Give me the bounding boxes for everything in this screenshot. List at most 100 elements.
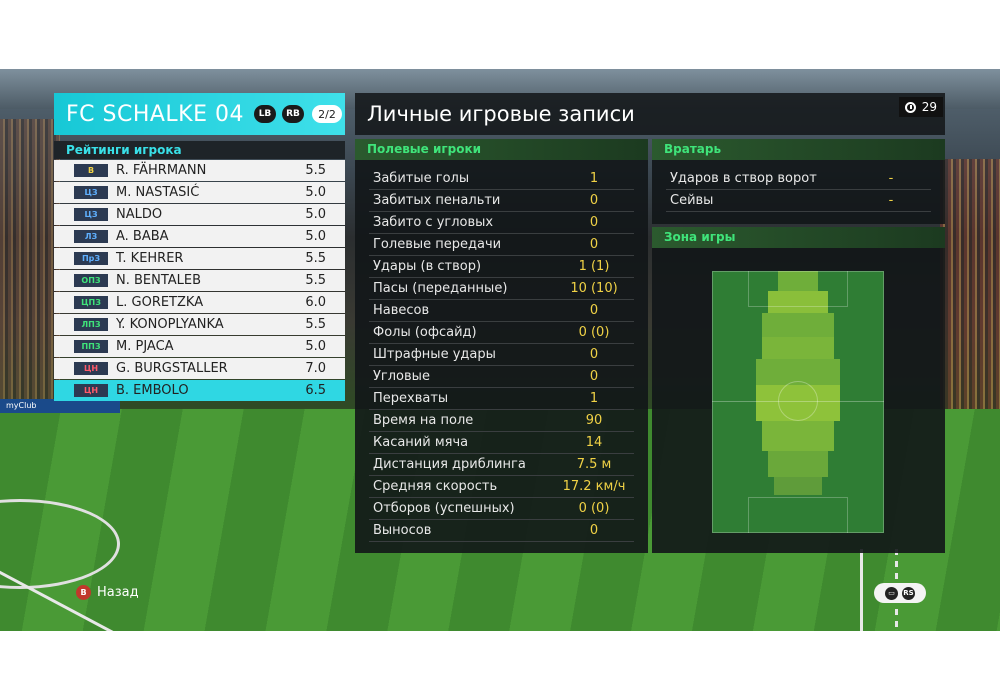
field-players-section: Полевые игроки Забитые голы 1 Забитых пена…	[355, 139, 648, 553]
stat-label: Удары (в створ)	[373, 259, 482, 274]
stat-row: Перехваты 1	[369, 388, 634, 410]
stat-value: 0	[589, 347, 599, 362]
player-rating: 5.5	[305, 273, 326, 288]
rb-button[interactable]: RB	[282, 105, 304, 123]
player-list: В R. FÄHRMANN 5.5 ЦЗ M. NASTASIĆ 5.0 ЦЗ NALDO 5.…	[54, 160, 345, 402]
back-hint[interactable]: B Назад	[76, 585, 139, 600]
controls-hint[interactable]: ▭ RS	[874, 583, 926, 603]
stat-value: -	[888, 171, 894, 186]
heat-cell	[762, 421, 834, 451]
stat-row: Время на поле 90	[369, 410, 634, 432]
stat-row: Забито с угловых 0	[369, 212, 634, 234]
pitch-line	[860, 549, 863, 631]
player-rating: 5.5	[305, 163, 326, 178]
player-row[interactable]: ППЗ M. PJACA 5.0	[54, 336, 345, 357]
player-rating: 5.5	[305, 317, 326, 332]
stat-row: Фолы (офсайд) 0 (0)	[369, 322, 634, 344]
crowd-right	[940, 159, 1000, 439]
chat-icon: ▭	[885, 586, 898, 600]
position-badge: ЛЗ	[74, 230, 108, 243]
player-name: T. KEHRER	[116, 251, 184, 266]
stat-row: Пасы (переданные) 10 (10)	[369, 278, 634, 300]
team-header: FC SCHALKE 04 LB RB 2/2	[54, 93, 345, 135]
stat-value: 0	[589, 523, 599, 538]
position-badge: ЦН	[74, 362, 108, 375]
stat-value: 0	[589, 369, 599, 384]
player-row[interactable]: ЦЗ M. NASTASIĆ 5.0	[54, 182, 345, 203]
stat-row: Сейвы -	[666, 190, 931, 212]
player-row[interactable]: В R. FÄHRMANN 5.5	[54, 160, 345, 181]
stat-row: Угловые 0	[369, 366, 634, 388]
heat-cell	[762, 337, 834, 359]
stat-label: Перехваты	[373, 391, 449, 406]
stat-row: Касаний мяча 14	[369, 432, 634, 454]
player-row[interactable]: ЦПЗ L. GORETZKA 6.0	[54, 292, 345, 313]
timer: 29	[898, 97, 943, 117]
position-badge: ЦЗ	[74, 208, 108, 221]
heat-cell	[768, 451, 828, 477]
position-badge: ОПЗ	[74, 274, 108, 287]
goalkeeper-header: Вратарь	[652, 139, 945, 160]
player-row[interactable]: ЦН G. BURGSTALLER 7.0	[54, 358, 345, 379]
stat-value: 0	[589, 215, 599, 230]
goalkeeper-section: Вратарь Ударов в створ ворот - Сейвы -	[652, 139, 945, 224]
crowd-left	[0, 119, 60, 419]
player-row[interactable]: ЦЗ NALDO 5.0	[54, 204, 345, 225]
player-row[interactable]: ПрЗ T. KEHRER 5.5	[54, 248, 345, 269]
stat-value: 7.5 м	[576, 457, 612, 472]
player-name: A. BABA	[116, 229, 169, 244]
back-label: Назад	[97, 585, 139, 600]
player-name: R. FÄHRMANN	[116, 163, 207, 178]
zone-header: Зона игры	[652, 227, 945, 248]
player-row[interactable]: ОПЗ N. BENTALEB 5.5	[54, 270, 345, 291]
player-rating: 6.0	[305, 295, 326, 310]
stat-value: 1	[589, 171, 599, 186]
player-name: G. BURGSTALLER	[116, 361, 228, 376]
stat-row: Голевые передачи 0	[369, 234, 634, 256]
game-screen: myClub FC SCHALKE 04 LB RB 2/2 Рейтинги …	[0, 69, 1000, 631]
stat-label: Сейвы	[670, 193, 714, 208]
stat-value: 1	[589, 391, 599, 406]
stat-value: -	[888, 193, 894, 208]
player-row[interactable]: ЦН B. EMBOLO 6.5	[54, 380, 345, 401]
stat-row: Навесов 0	[369, 300, 634, 322]
stat-label: Голевые передачи	[373, 237, 502, 252]
gk-stats-list: Ударов в створ ворот - Сейвы -	[652, 160, 945, 212]
stat-label: Угловые	[373, 369, 430, 384]
stat-label: Фолы (офсайд)	[373, 325, 477, 340]
stat-value: 17.2 км/ч	[562, 479, 626, 494]
team-name: FC SCHALKE 04	[66, 101, 244, 127]
page-indicator: 2/2	[312, 105, 342, 123]
stat-label: Средняя скорость	[373, 479, 498, 494]
stat-value: 90	[585, 413, 603, 428]
clock-icon	[904, 101, 916, 113]
stat-label: Время на поле	[373, 413, 474, 428]
stat-row: Удары (в створ) 1 (1)	[369, 256, 634, 278]
lb-button[interactable]: LB	[254, 105, 276, 123]
stat-value: 0 (0)	[578, 325, 610, 340]
player-row[interactable]: ЛПЗ Y. KONOPLYANKA 5.5	[54, 314, 345, 335]
stat-value: 14	[585, 435, 603, 450]
stat-row: Отборов (успешных) 0 (0)	[369, 498, 634, 520]
player-name: Y. KONOPLYANKA	[116, 317, 224, 332]
player-name: N. BENTALEB	[116, 273, 202, 288]
timer-value: 29	[921, 100, 937, 114]
stat-row: Забитых пенальти 0	[369, 190, 634, 212]
player-row[interactable]: ЛЗ A. BABA 5.0	[54, 226, 345, 247]
stat-row: Дистанция дриблинга 7.5 м	[369, 454, 634, 476]
stat-label: Ударов в створ ворот	[670, 171, 817, 186]
records-title: Личные игровые записи	[355, 93, 945, 135]
position-badge: ПрЗ	[74, 252, 108, 265]
stat-label: Пасы (переданные)	[373, 281, 508, 296]
player-rating: 5.0	[305, 185, 326, 200]
heat-cell	[762, 313, 834, 337]
stat-value: 10 (10)	[570, 281, 618, 296]
stat-row: Выносов 0	[369, 520, 634, 542]
heat-cell	[778, 271, 818, 291]
stat-row: Штрафные удары 0	[369, 344, 634, 366]
stat-label: Штрафные удары	[373, 347, 496, 362]
stat-row: Средняя скорость 17.2 км/ч	[369, 476, 634, 498]
stat-label: Отборов (успешных)	[373, 501, 515, 516]
position-badge: В	[74, 164, 108, 177]
player-name: B. EMBOLO	[116, 383, 189, 398]
